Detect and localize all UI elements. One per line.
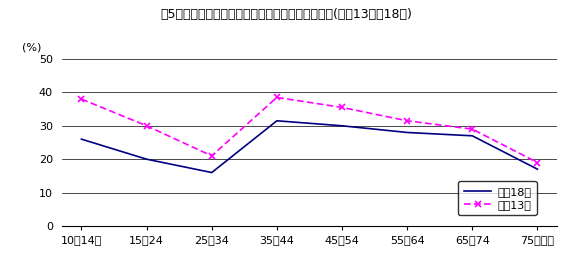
平成18年	[534, 168, 541, 171]
平成18年	[78, 138, 85, 141]
Line: 平成13年: 平成13年	[78, 94, 541, 166]
Line: 平成18年: 平成18年	[81, 121, 538, 173]
平成18年	[208, 171, 215, 174]
平成18年	[339, 124, 345, 127]
平成13年	[273, 96, 280, 99]
平成18年	[273, 119, 280, 122]
Text: (%): (%)	[22, 42, 42, 52]
平成13年	[143, 124, 150, 127]
平成13年	[208, 154, 215, 157]
平成18年	[404, 131, 411, 134]
平成18年	[469, 134, 476, 137]
平成18年	[143, 158, 150, 161]
平成13年	[78, 98, 85, 101]
平成13年	[534, 161, 541, 164]
Legend: 平成18年, 平成13年: 平成18年, 平成13年	[458, 181, 537, 215]
平成13年	[469, 128, 476, 131]
平成13年	[404, 119, 411, 122]
平成13年	[339, 106, 345, 109]
Text: 図5　年齢階級別『ボランティア活動』の行動者率(平成13年、18年): 図5 年齢階級別『ボランティア活動』の行動者率(平成13年、18年)	[160, 8, 412, 21]
